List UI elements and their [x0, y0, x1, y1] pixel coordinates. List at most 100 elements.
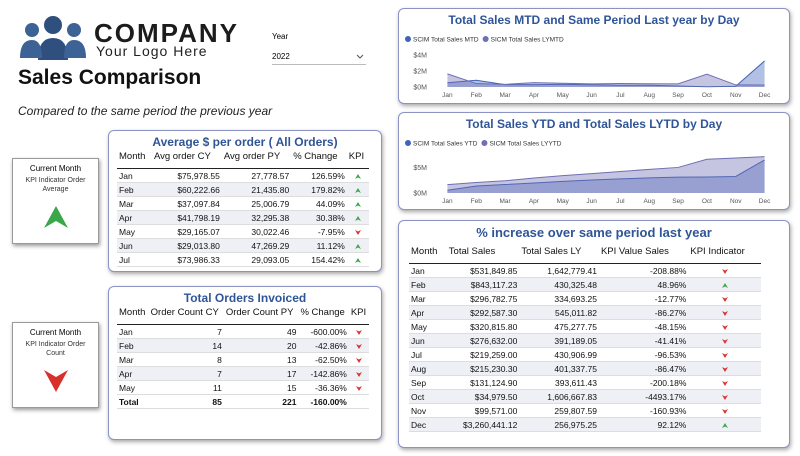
kpi-arrow [721, 352, 728, 358]
kpi-card-subtitle: KPI Indicator Order Average [25, 177, 86, 193]
year-label: Year [272, 32, 289, 41]
table-cell: $60,222.66 [151, 182, 222, 197]
arrow-shape [721, 394, 728, 400]
x-tick-label: Dec [759, 92, 771, 99]
table-cell: 11 [148, 380, 224, 395]
y-tick-label: $0M [413, 85, 427, 92]
kpi-cell [348, 380, 369, 395]
table-cell: 430,325.48 [519, 277, 599, 292]
legend-marker [482, 36, 489, 42]
table-cell: Jan [117, 168, 152, 183]
table-row: Nov $99,571.00 259,807.59 -160.93% [409, 403, 761, 418]
header-row: Month Order Count CY Order Count PY% Chang… [117, 305, 369, 325]
arrow-shape [721, 324, 728, 330]
column-header: Order Count PY [223, 305, 299, 325]
area [447, 60, 765, 87]
kpi-arrow [354, 243, 361, 249]
table-cell: Sep [409, 375, 447, 390]
table-cell: 256,975.25 [519, 417, 599, 432]
table-row: Apr $41,798.19 32,295.38 30.38% [117, 210, 369, 225]
y-tick-label: $5M [413, 165, 427, 172]
x-tick-label: Nov [730, 92, 742, 99]
orders-table: Month Order Count CY Order Count PY% Chang… [117, 305, 369, 409]
table-cell: 7 [148, 366, 224, 381]
kpi-card-subtitle: KPI Indicator Order Count [25, 341, 86, 357]
kpi-arrow [355, 371, 362, 377]
total-row: Total 85 221 -160.00% [117, 394, 369, 409]
table-cell: $29,013.80 [151, 238, 222, 253]
kpi-arrow [354, 201, 361, 207]
arrow-shape [354, 201, 361, 207]
table-cell: 32,295.38 [221, 210, 292, 225]
table-row: Jun $29,013.80 47,269.29 11.12% [117, 238, 369, 253]
kpi-cell [346, 168, 369, 183]
table-cell: 17 [223, 366, 299, 381]
table-cell: May [117, 224, 152, 239]
total-cell: 221 [223, 394, 299, 409]
table-cell: 29,093.05 [221, 252, 292, 267]
x-tick-label: Sep [672, 198, 684, 205]
kpi-cell [688, 305, 761, 320]
kpi-cell [348, 352, 369, 367]
arrow-shape [354, 243, 361, 249]
kpi-arrow [721, 282, 728, 288]
area [447, 73, 765, 87]
table-cell: -36.36% [298, 380, 349, 395]
table-cell: -41.41% [598, 333, 689, 348]
kpi-card: Current Month KPI Indicator Order Averag… [12, 158, 99, 244]
table-cell: $320,815.80 [446, 319, 520, 334]
table-row: Aug $215,230.30 401,337.75 -86.47% [409, 361, 761, 376]
table-cell: $292,587.30 [446, 305, 520, 320]
x-tick-label: Sep [672, 92, 684, 99]
table-row: Dec $3,260,441.12 256,975.25 92.12% [409, 417, 761, 432]
x-tick-label: Apr [529, 92, 540, 99]
y-tick-label: $2M [413, 69, 427, 76]
table-cell: -48.15% [598, 319, 689, 334]
total-cell: Total [117, 394, 149, 409]
arrow-shape [354, 173, 361, 179]
table-cell: 393,611.43 [519, 375, 599, 390]
kpi-cell [688, 375, 761, 390]
table-row: Mar $37,097.84 25,006.79 44.09% [117, 196, 369, 211]
year-value: 2022 [272, 52, 290, 61]
x-tick-label: Dec [759, 198, 771, 205]
year-dropdown[interactable]: 2022 [272, 50, 366, 65]
y-tick-label: $0M [413, 191, 427, 198]
table-cell: 47,269.29 [221, 238, 292, 253]
table-cell: 8 [148, 352, 224, 367]
table-cell: $131,124.90 [446, 375, 520, 390]
table-cell: 20 [223, 338, 299, 353]
kpi-cell [346, 182, 369, 197]
kpi-cell [346, 210, 369, 225]
table-cell: 14 [148, 338, 224, 353]
table-row: Jan $531,849.85 1,642,779.41 -208.88% [409, 263, 761, 278]
kpi-arrow [721, 380, 728, 386]
chart: Total Sales YTD and Total Sales LYTD by … [405, 117, 771, 205]
table-cell: 13 [223, 352, 299, 367]
table-cell: Mar [117, 352, 149, 367]
kpi-cell [688, 361, 761, 376]
table-cell: -200.18% [598, 375, 689, 390]
table-row: Oct $34,979.50 1,606,667.83 -4493.17% [409, 389, 761, 404]
table-cell: Apr [117, 366, 149, 381]
x-tick-label: May [557, 198, 570, 205]
table-cell: Feb [409, 277, 447, 292]
table-cell: Mar [117, 196, 152, 211]
kpi-arrow [354, 257, 361, 263]
table-cell: $41,798.19 [151, 210, 222, 225]
kpi-cell [688, 403, 761, 418]
kpi-arrow [721, 310, 728, 316]
table-cell: -96.53% [598, 347, 689, 362]
table-cell: $215,230.30 [446, 361, 520, 376]
panel-title: Total Orders Invoiced [183, 291, 307, 305]
table-row: Apr $292,587.30 545,011.82 -86.27% [409, 305, 761, 320]
table-cell: 334,693.25 [519, 291, 599, 306]
logo-icon [20, 16, 86, 60]
table-cell: 430,906.99 [519, 347, 599, 362]
kpi-indicator [43, 206, 68, 228]
table-cell: $34,979.50 [446, 389, 520, 404]
kpi-cell [346, 252, 369, 267]
x-tick-label: Mar [499, 92, 511, 99]
kpi-arrow [721, 338, 728, 344]
